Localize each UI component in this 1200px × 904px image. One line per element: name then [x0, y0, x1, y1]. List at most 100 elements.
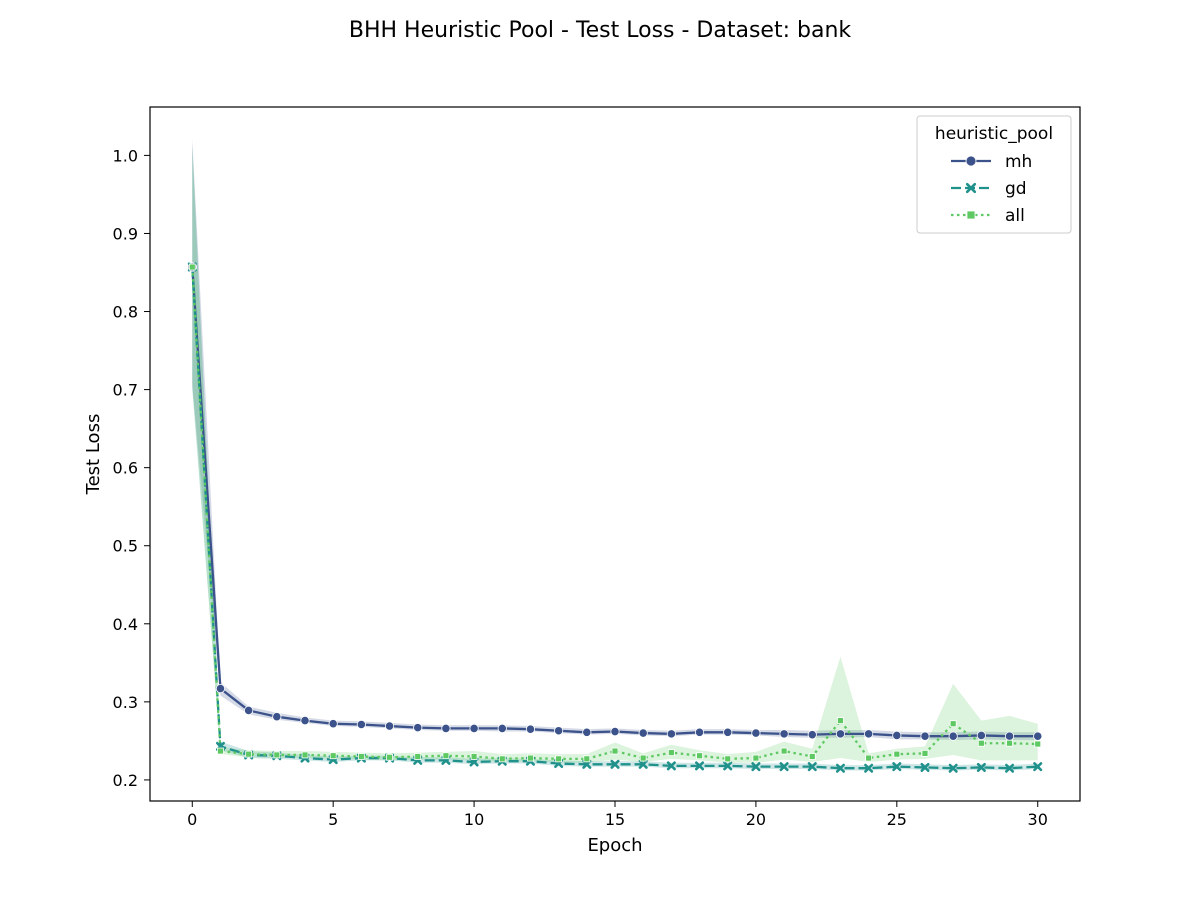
data-point-mh	[864, 729, 874, 739]
data-point-gd	[610, 759, 620, 769]
data-point-mh	[582, 727, 592, 737]
y-axis: 0.2 0.3 0.4 0.5 0.6 0.7 0.8 0.9 1.0	[113, 146, 150, 790]
data-point-all	[893, 750, 901, 758]
data-point-all	[498, 755, 506, 763]
data-point-all	[667, 749, 675, 756]
data-point-mh	[328, 719, 338, 729]
series-markers	[187, 262, 1043, 773]
data-point-all	[188, 263, 196, 271]
x-tick-label: 5	[328, 810, 338, 829]
data-point-mh	[272, 712, 282, 722]
data-point-mh	[694, 727, 705, 737]
y-tick-label: 0.8	[113, 303, 138, 322]
ci-band-all	[192, 147, 1038, 763]
data-point-gd	[751, 762, 761, 772]
data-point-all	[555, 755, 563, 763]
x-tick-label: 15	[605, 810, 625, 829]
data-point-all	[583, 755, 591, 763]
data-point-gd	[864, 763, 874, 773]
data-point-all	[639, 754, 647, 762]
data-point-mh	[497, 723, 507, 733]
data-point-gd	[779, 762, 789, 772]
data-point-mh	[807, 730, 817, 740]
data-point-all	[1034, 740, 1042, 748]
data-point-mh	[525, 724, 536, 734]
data-point-gd	[920, 762, 930, 772]
data-point-gd	[892, 762, 902, 772]
legend-label-mh: mh	[1005, 152, 1032, 172]
y-tick-label: 0.5	[113, 537, 138, 556]
data-point-all	[273, 751, 281, 759]
data-point-all	[808, 753, 816, 760]
data-point-mh	[1033, 731, 1043, 741]
y-axis-label: Test Loss	[83, 414, 104, 496]
y-tick-label: 0.4	[113, 615, 138, 634]
data-point-all	[386, 753, 393, 761]
legend-title: heuristic_pool	[935, 124, 1053, 144]
data-point-mh	[413, 723, 423, 733]
data-point-all	[217, 747, 224, 755]
data-point-all	[301, 751, 309, 759]
y-tick-label: 0.9	[113, 224, 138, 243]
data-point-all	[837, 717, 844, 724]
data-point-all	[921, 749, 929, 757]
data-point-all	[414, 753, 422, 760]
data-point-mh	[441, 723, 451, 733]
x-tick-label: 10	[464, 810, 484, 829]
data-point-mh	[948, 731, 958, 741]
legend-marker-gd	[965, 182, 977, 194]
confidence-bands	[192, 139, 1038, 771]
y-tick-label: 1.0	[113, 146, 138, 165]
y-tick-label: 0.7	[113, 381, 138, 400]
x-tick-label: 25	[887, 810, 907, 829]
data-point-gd	[638, 759, 648, 769]
data-point-mh	[751, 728, 761, 738]
x-axis: 0 5 10 15 20 25 30	[187, 801, 1048, 829]
data-point-gd	[1033, 762, 1043, 772]
data-point-mh	[244, 705, 254, 716]
legend-marker-all	[966, 210, 976, 220]
data-point-mh	[835, 729, 846, 739]
x-tick-label: 0	[187, 810, 197, 829]
data-point-all	[752, 754, 760, 762]
chart-title: BHH Heuristic Pool - Test Loss - Dataset…	[349, 18, 852, 43]
data-point-mh	[300, 715, 310, 726]
data-point-mh	[723, 727, 733, 737]
data-point-all	[696, 752, 703, 760]
y-tick-label: 0.6	[113, 459, 138, 478]
data-point-gd	[835, 763, 845, 773]
data-point-gd	[807, 762, 817, 772]
x-axis-label: Epoch	[587, 835, 642, 856]
data-point-all	[977, 739, 985, 747]
data-point-all	[780, 747, 788, 755]
data-point-all	[329, 752, 337, 760]
data-point-gd	[666, 761, 676, 771]
data-point-mh	[356, 719, 366, 730]
data-point-mh	[976, 730, 986, 741]
data-point-all	[527, 754, 534, 762]
data-point-mh	[554, 726, 564, 736]
data-point-mh	[215, 683, 226, 694]
y-tick-label: 0.3	[113, 693, 138, 712]
data-point-gd	[976, 762, 986, 772]
data-point-mh	[469, 723, 479, 733]
data-point-gd	[948, 763, 958, 773]
data-point-mh	[920, 731, 930, 741]
data-point-all	[724, 755, 732, 763]
legend-label-all: all	[1005, 206, 1025, 226]
data-point-mh	[892, 730, 902, 741]
data-point-all	[1006, 739, 1013, 747]
data-point-mh	[779, 729, 789, 739]
data-point-all	[865, 754, 873, 762]
data-point-all	[611, 747, 619, 755]
legend-marker-mh	[965, 155, 977, 167]
data-point-mh	[638, 728, 648, 738]
data-point-mh	[384, 721, 395, 731]
data-point-all	[949, 720, 957, 728]
data-point-all	[245, 750, 253, 758]
data-point-all	[442, 752, 450, 760]
data-point-mh	[666, 729, 676, 739]
